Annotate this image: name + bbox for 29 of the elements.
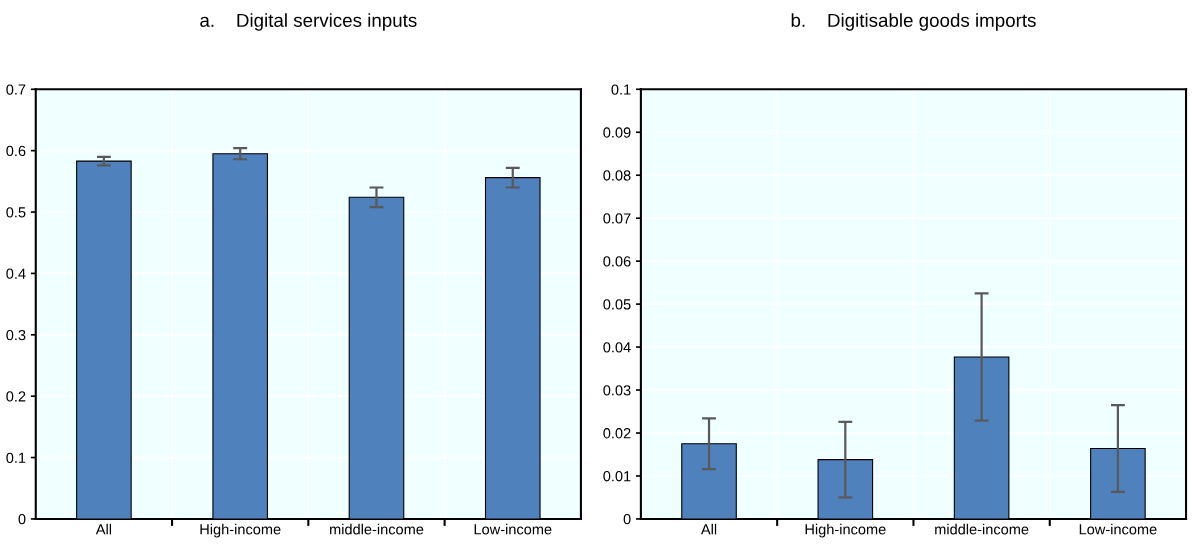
y-tick-label: 0: [18, 514, 26, 525]
y-tick-label: 0.04: [603, 342, 631, 353]
y-tick-label: 0.1: [611, 84, 631, 95]
y-tick-label: 0.06: [603, 256, 631, 267]
y-tick-label: 0.07: [603, 213, 631, 224]
x-tick-label: High-income: [200, 523, 281, 538]
x-tick-label: Low-income: [474, 523, 552, 535]
y-tick-label: 0.09: [603, 127, 631, 138]
x-tick-label: All: [700, 523, 717, 535]
y-tick-label: 0: [623, 514, 631, 525]
y-tick-label: 0.02: [603, 428, 631, 439]
y-tick-label: 0.05: [603, 299, 631, 310]
x-tick-label: Low-income: [1079, 523, 1157, 535]
y-tick-label: 0.6: [6, 145, 26, 157]
x-tick-label: middle-income: [935, 523, 1029, 535]
y-tick-label: 0.03: [603, 385, 631, 396]
chart-title: a. Digital services inputs: [200, 13, 417, 31]
y-tick-label: 0.08: [603, 170, 631, 181]
y-tick-label: 0.5: [6, 207, 26, 218]
y-tick-label: 0.01: [603, 471, 631, 482]
y-tick-label: 0.4: [6, 268, 26, 279]
x-tick-label: middle-income: [330, 523, 424, 535]
x-tick-label: High-income: [805, 523, 886, 538]
y-tick-label: 0.1: [6, 452, 26, 463]
y-tick-label: 0.2: [6, 391, 26, 402]
y-tick-label: 0.7: [6, 84, 26, 95]
chart-title: b. Digitisable goods imports: [791, 13, 1036, 31]
y-tick-label: 0.3: [6, 329, 26, 341]
x-tick-label: All: [95, 523, 112, 535]
